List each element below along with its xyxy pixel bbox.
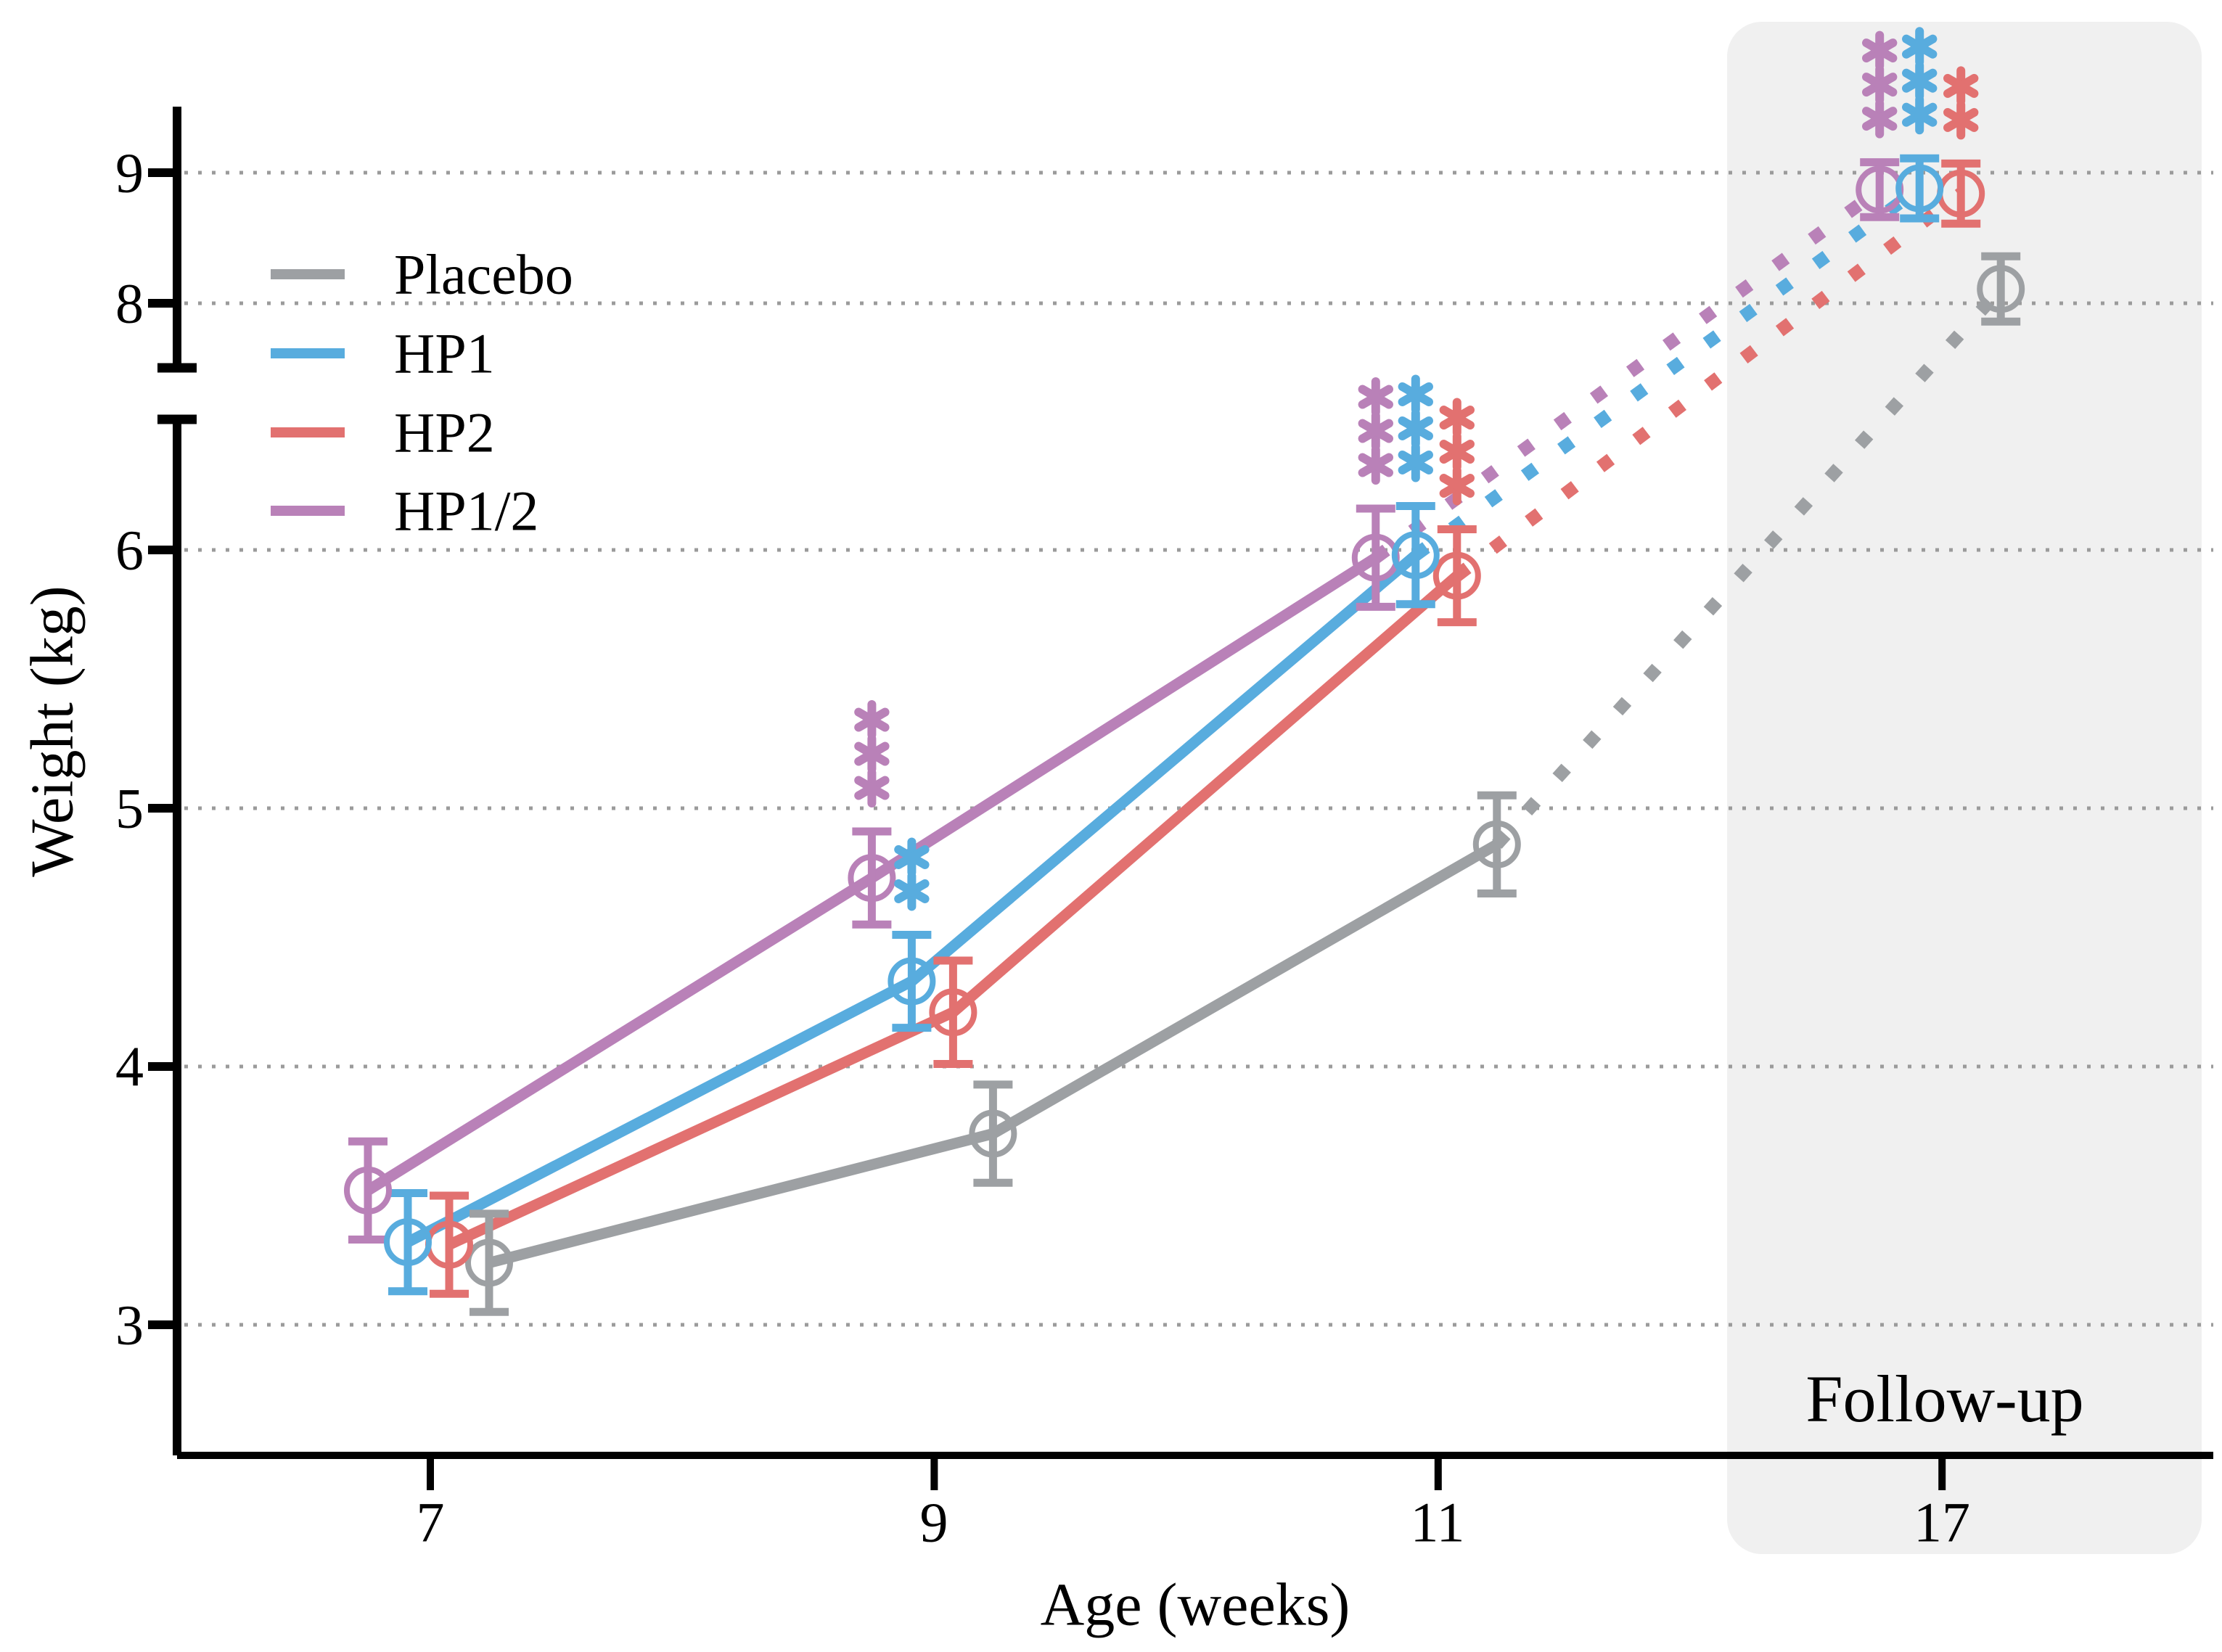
data-point-markers <box>344 164 2025 1287</box>
significance-star <box>1439 398 1475 437</box>
legend-label-hp1-2: HP1/2 <box>394 480 538 543</box>
significance-star <box>1398 374 1433 414</box>
significance-star <box>894 871 930 911</box>
data-point-marker <box>1432 551 1481 600</box>
data-point-marker <box>969 1109 1017 1158</box>
legend-item-hp1: HP1 <box>271 322 495 385</box>
y-tick-label-9: 9 <box>115 141 144 205</box>
legend-item-placebo: Placebo <box>271 243 573 306</box>
significance-star <box>1902 61 1938 101</box>
significance-star <box>854 700 890 740</box>
y-tick-label-4: 4 <box>115 1035 144 1098</box>
legend-label-placebo: Placebo <box>394 243 573 306</box>
y-axis-title: Weight (kg) <box>19 585 86 876</box>
significance-stars <box>854 27 1979 911</box>
follow-up-region <box>1727 22 2202 1554</box>
x-axis-tick-labels: 7 9 11 17 <box>417 1491 1971 1554</box>
significance-star <box>1439 432 1475 472</box>
y-tick-label-5: 5 <box>115 777 144 840</box>
significance-star <box>1398 408 1433 448</box>
significance-star <box>854 768 890 808</box>
x-tick-label-7: 7 <box>417 1491 445 1554</box>
data-point-marker <box>929 988 977 1037</box>
significance-star <box>1439 466 1475 506</box>
significance-star <box>1398 443 1433 482</box>
significance-star <box>1358 411 1393 451</box>
error-bars <box>348 154 2021 1316</box>
significance-star <box>1862 30 1898 70</box>
significance-star <box>1862 99 1898 139</box>
y-axis-tick-labels: 9 8 6 5 4 3 <box>115 141 144 1357</box>
series-line-dotted-followup <box>1453 188 1965 581</box>
legend-label-hp1: HP1 <box>394 322 495 385</box>
data-point-marker <box>1895 164 1944 213</box>
data-point-marker <box>887 957 936 1006</box>
significance-star <box>894 837 930 877</box>
axes <box>148 107 2213 1490</box>
data-point-marker <box>344 1166 392 1215</box>
data-point-marker <box>465 1238 513 1287</box>
legend: Placebo HP1 HP2 HP1/2 <box>271 243 573 543</box>
y-tick-label-3: 3 <box>115 1294 144 1357</box>
significance-star <box>1902 95 1938 135</box>
significance-star <box>1358 445 1393 485</box>
significance-star <box>1943 100 1979 140</box>
data-point-marker <box>1472 820 1521 868</box>
significance-star <box>1943 66 1979 106</box>
legend-item-hp2: HP2 <box>271 401 495 464</box>
data-point-marker <box>1977 265 2025 313</box>
x-tick-label-9: 9 <box>920 1491 948 1554</box>
x-tick-label-17: 17 <box>1914 1491 1970 1554</box>
follow-up-label: Follow-up <box>1805 1362 2083 1436</box>
y-tick-label-6: 6 <box>115 519 144 582</box>
x-tick-label-11: 11 <box>1410 1491 1464 1554</box>
significance-star <box>1902 27 1938 67</box>
y-tick-label-8: 8 <box>115 272 144 335</box>
data-point-marker <box>1391 531 1440 580</box>
x-axis-title: Age (weeks) <box>1041 1571 1350 1639</box>
significance-star <box>1358 377 1393 417</box>
significance-star <box>1862 65 1898 104</box>
significance-star <box>854 734 890 774</box>
data-point-marker <box>384 1218 432 1267</box>
legend-label-hp2: HP2 <box>394 401 495 464</box>
legend-item-hp1-2: HP1/2 <box>271 480 538 543</box>
data-point-marker <box>848 854 896 903</box>
